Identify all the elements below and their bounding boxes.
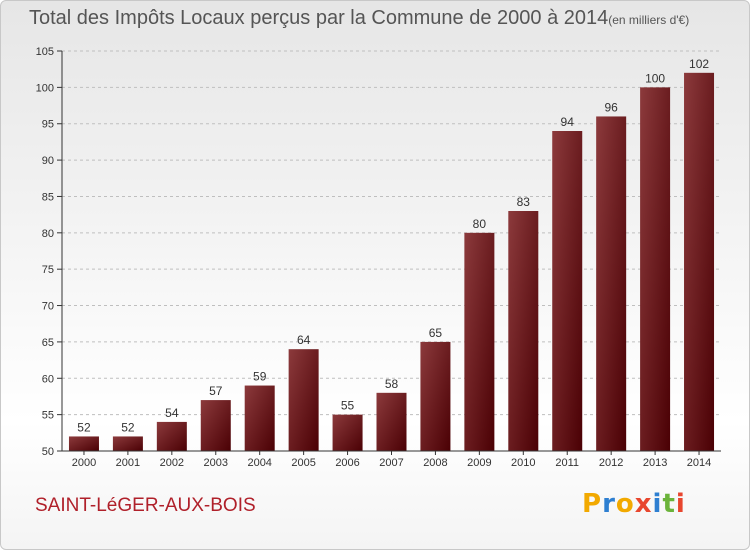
bars-layer <box>68 72 715 452</box>
x-tick-label-2014: 2014 <box>687 457 711 469</box>
x-tick-label-2008: 2008 <box>423 457 447 469</box>
y-tick-label: 65 <box>42 337 54 349</box>
y-tick-label: 60 <box>42 373 54 385</box>
x-tick-label-2002: 2002 <box>160 457 184 469</box>
logo-letter: i <box>652 489 663 519</box>
bar-2003 <box>200 400 231 451</box>
bar-2014 <box>684 72 715 452</box>
bar-2009 <box>464 232 495 451</box>
y-tick-label: 85 <box>42 191 54 203</box>
x-tick-label-2007: 2007 <box>379 457 403 469</box>
x-tick-label-2010: 2010 <box>511 457 535 469</box>
data-label-2005: 64 <box>297 333 311 347</box>
y-tick-label: 95 <box>42 119 54 131</box>
data-label-2008: 65 <box>429 326 443 340</box>
bar-2012 <box>596 116 627 452</box>
y-tick-label: 105 <box>36 46 54 58</box>
data-label-2007: 58 <box>385 377 399 391</box>
bar-2011 <box>552 131 583 451</box>
x-tick-label-2000: 2000 <box>72 457 96 469</box>
y-tick-label: 50 <box>42 446 54 458</box>
chart-title: Total des Impôts Locaux perçus par la Co… <box>29 7 689 30</box>
bar-2007 <box>376 392 407 451</box>
x-tick-label-2012: 2012 <box>599 457 623 469</box>
data-label-2010: 83 <box>517 195 531 209</box>
logo-letter: x <box>634 489 653 519</box>
x-tick-label-2001: 2001 <box>116 457 140 469</box>
y-tick-label: 70 <box>42 301 54 313</box>
x-tick-label-2005: 2005 <box>291 457 315 469</box>
y-tick-label: 100 <box>36 82 54 94</box>
logo-letter: P <box>582 489 603 519</box>
y-tick-label: 80 <box>42 228 54 240</box>
data-label-2009: 80 <box>473 217 487 231</box>
x-tick-label-2011: 2011 <box>555 457 579 469</box>
axis-layer: 50 55 60 65 70 75 80 85 90 95 100 105 2000 2001 2002 20… <box>36 46 721 469</box>
data-label-2013: 100 <box>645 71 665 85</box>
chart-title-text: Total des Impôts Locaux perçus par la Co… <box>29 7 609 29</box>
bar-2004 <box>244 385 275 451</box>
data-label-2002: 54 <box>165 406 179 420</box>
commune-name: SAINT-LéGER-AUX-BOIS <box>35 495 256 516</box>
bar-2005 <box>288 349 319 451</box>
y-tick-label: 75 <box>42 264 54 276</box>
logo-letter: r <box>602 489 616 519</box>
bar-2008 <box>420 341 451 451</box>
data-label-2011: 94 <box>561 115 575 129</box>
bar-2013 <box>640 87 671 451</box>
data-label-2014: 102 <box>689 57 709 71</box>
x-tick-label-2013: 2013 <box>643 457 667 469</box>
data-label-2004: 59 <box>253 370 267 384</box>
proxiti-logo[interactable]: Proxiti <box>582 489 686 519</box>
labels-layer: 52 52 54 57 59 64 55 58 65 80 83 94 96 100 102 <box>77 57 709 435</box>
data-label-2012: 96 <box>604 100 618 114</box>
data-label-2001: 52 <box>121 420 135 434</box>
x-tick-label-2006: 2006 <box>335 457 359 469</box>
logo-letter: t <box>662 489 676 519</box>
bar-2006 <box>332 414 363 451</box>
bar-2002 <box>156 421 187 451</box>
logo-letter: o <box>615 489 635 519</box>
x-tick-label-2009: 2009 <box>467 457 491 469</box>
x-tick-label-2004: 2004 <box>247 457 271 469</box>
data-label-2003: 57 <box>209 384 223 398</box>
y-tick-label: 55 <box>42 410 54 422</box>
bar-2001 <box>112 436 143 451</box>
y-tick-label: 90 <box>42 155 54 167</box>
logo-letter: i <box>675 489 686 519</box>
x-tick-label-2003: 2003 <box>204 457 228 469</box>
data-label-2000: 52 <box>77 420 91 434</box>
bar-2010 <box>508 211 539 451</box>
bar-2000 <box>68 436 99 451</box>
data-label-2006: 55 <box>341 399 355 413</box>
chart-title-unit: (en milliers d'€) <box>608 13 690 27</box>
